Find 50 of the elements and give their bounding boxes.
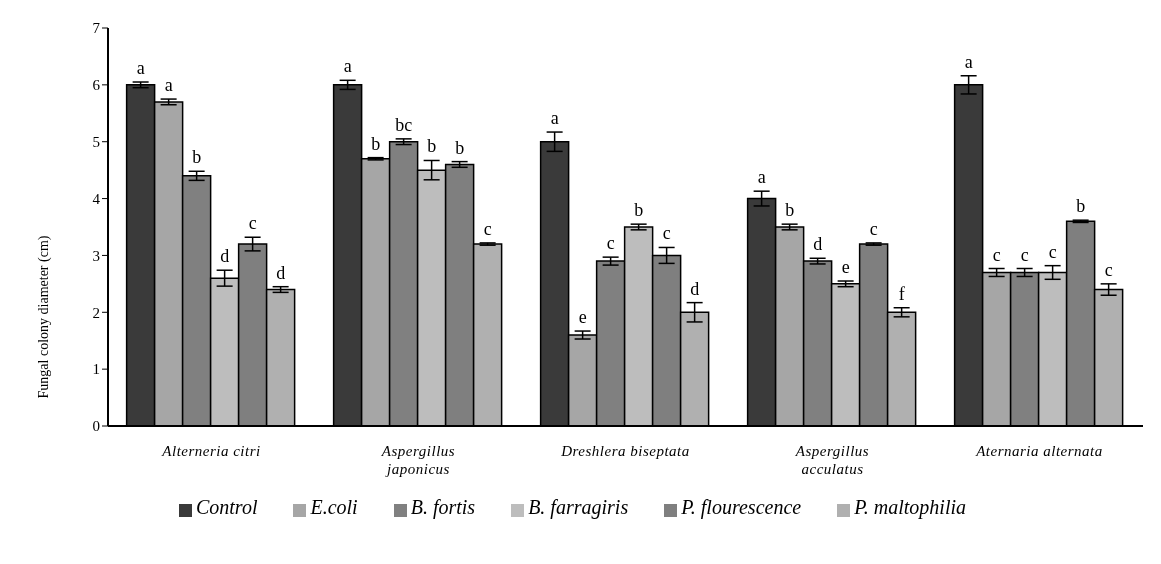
legend-label: P. flourescence [681, 496, 802, 518]
y-tick-label: 7 [92, 20, 101, 37]
data-label: b [634, 200, 644, 221]
data-label: a [136, 58, 145, 79]
data-label: a [164, 75, 173, 96]
data-label: d [220, 246, 230, 267]
legend-label: E.coli [310, 496, 358, 518]
y-tick-label: 2 [92, 304, 100, 321]
data-label: b [192, 147, 202, 168]
data-label: a [757, 167, 766, 188]
data-label: c [869, 218, 878, 239]
y-tick-label: 5 [92, 134, 100, 151]
y-tick-label: 4 [92, 190, 101, 207]
data-label: b [455, 137, 465, 158]
x-tick-label: Dreshlera biseptata [560, 443, 690, 459]
data-label: c [1020, 244, 1029, 265]
data-label: d [690, 278, 700, 299]
data-label: f [898, 283, 905, 304]
data-label: b [371, 133, 381, 154]
data-label: d [276, 262, 286, 283]
x-tick-label: Alterneria citri [161, 443, 261, 459]
legend-label: B. fortis [410, 496, 476, 518]
y-tick-label: 6 [92, 77, 101, 94]
data-label: c [606, 233, 615, 254]
data-label: e [841, 257, 850, 278]
data-label: a [964, 51, 973, 72]
x-tick-label: Aternaria alternata [975, 443, 1103, 459]
y-tick-label: 1 [92, 361, 100, 378]
y-tick-label: 0 [92, 418, 100, 435]
legend-label: P. maltophilia [854, 496, 967, 518]
data-label: c [662, 223, 671, 244]
data-label: c [1048, 241, 1057, 262]
data-label: b [427, 136, 437, 157]
legend-label: B. farragiris [528, 496, 629, 518]
data-label: c [483, 218, 492, 239]
legend-label: Control [195, 496, 258, 518]
data-label: b [1076, 196, 1086, 217]
data-label: a [343, 56, 352, 77]
x-tick-label: Aspergillus japonicus [380, 443, 456, 477]
data-label: b [785, 200, 795, 221]
x-tick-label: Aspergillus acculatus [794, 443, 870, 477]
data-label: d [813, 234, 823, 255]
data-label: e [578, 307, 587, 328]
data-label: c [992, 244, 1001, 265]
data-label: c [248, 213, 257, 234]
data-label: bc [395, 114, 413, 135]
data-label: c [1104, 259, 1113, 280]
y-axis-title: Fungal colony diameter (cm) [35, 235, 52, 399]
data-label: a [550, 108, 559, 129]
y-tick-label: 3 [92, 247, 100, 264]
